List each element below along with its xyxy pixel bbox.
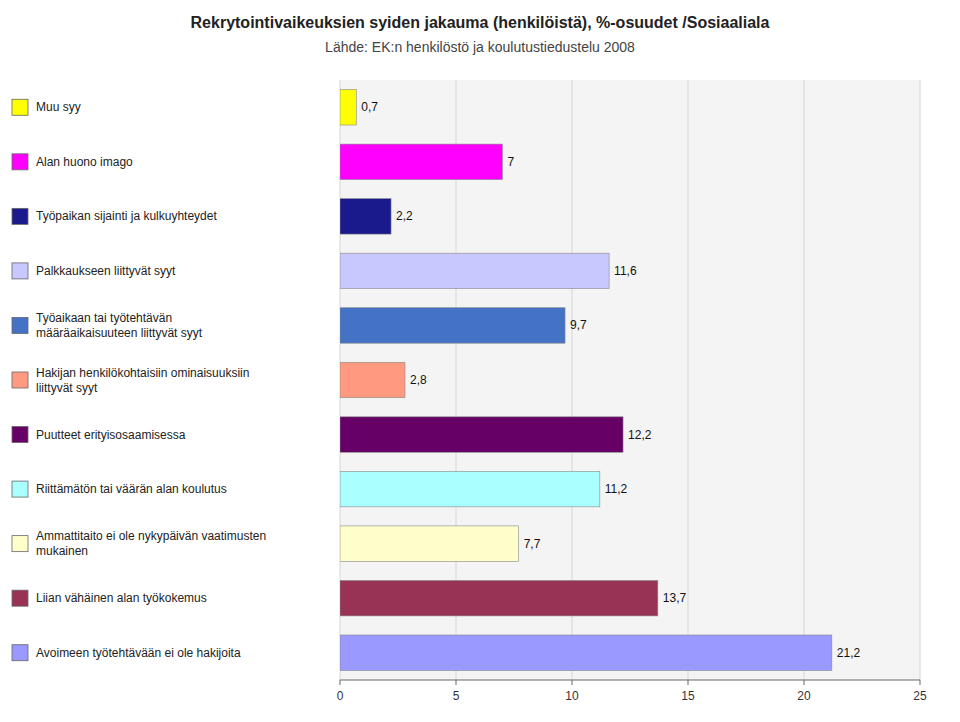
tick-mark bbox=[456, 680, 457, 685]
tick-label: 25 bbox=[913, 689, 927, 703]
data-label: 2,2 bbox=[396, 209, 413, 223]
chart: Rekrytointivaikeuksien syiden jakauma (h… bbox=[0, 0, 960, 722]
tick-mark bbox=[804, 680, 805, 685]
data-label: 11,2 bbox=[605, 482, 628, 496]
bar bbox=[340, 90, 356, 125]
data-label: 11,6 bbox=[614, 264, 637, 278]
bar bbox=[340, 199, 391, 234]
grid-line bbox=[804, 80, 805, 680]
legend-swatch bbox=[12, 263, 28, 279]
grid bbox=[340, 80, 920, 680]
bars bbox=[340, 90, 832, 671]
tick-label: 5 bbox=[453, 689, 460, 703]
bar bbox=[340, 471, 600, 506]
legend-swatch bbox=[12, 481, 28, 497]
category-label: Ammattitaito ei ole nykypäivän vaatimust… bbox=[36, 529, 266, 558]
data-label: 2,8 bbox=[410, 373, 427, 387]
legend-swatch bbox=[12, 317, 28, 333]
category-legend: Muu syy Alan huono imago Työpaikan sijaint… bbox=[12, 99, 266, 660]
subtitle: Lähde: EK:n henkilöstö ja koulutustiedus… bbox=[325, 39, 635, 55]
axis-line bbox=[340, 680, 920, 681]
legend-swatch bbox=[12, 372, 28, 388]
grid-line bbox=[688, 80, 689, 680]
legend-swatch bbox=[12, 208, 28, 224]
category-label: Muu syy bbox=[36, 100, 81, 114]
bar bbox=[340, 362, 405, 397]
bar bbox=[340, 253, 609, 288]
data-labels: 0,7 7 2,2 11,6 9,7 2,8 12,2 11,2 7,7 13,7 21,2 bbox=[361, 100, 860, 659]
category-label: Työaikaan tai työtehtävänmääräaikaisuute… bbox=[36, 311, 203, 340]
bar bbox=[340, 144, 502, 179]
bar bbox=[340, 580, 658, 615]
bar bbox=[340, 526, 519, 561]
tick-label: 15 bbox=[681, 689, 695, 703]
title: Rekrytointivaikeuksien syiden jakauma (h… bbox=[191, 14, 770, 31]
bar bbox=[340, 635, 832, 670]
data-label: 0,7 bbox=[361, 100, 378, 114]
data-label: 9,7 bbox=[570, 318, 587, 332]
plot-background bbox=[340, 80, 920, 680]
data-label: 7 bbox=[507, 155, 514, 169]
legend-swatch bbox=[12, 154, 28, 170]
tick-label: 10 bbox=[565, 689, 579, 703]
category-label: Riittämätön tai väärän alan koulutus bbox=[36, 482, 227, 496]
tick-mark bbox=[688, 680, 689, 685]
legend-swatch bbox=[12, 99, 28, 115]
grid-line bbox=[920, 80, 921, 680]
bar bbox=[340, 308, 565, 343]
legend-swatch bbox=[12, 427, 28, 443]
data-label: 13,7 bbox=[663, 591, 687, 605]
legend-swatch bbox=[12, 536, 28, 552]
tick-label: 20 bbox=[797, 689, 811, 703]
legend-swatch bbox=[12, 645, 28, 661]
category-label: Hakijan henkilökohtaisiin ominaisuuksiin… bbox=[36, 366, 249, 395]
tick-label: 0 bbox=[337, 689, 344, 703]
bar bbox=[340, 417, 623, 452]
data-label: 21,2 bbox=[837, 646, 861, 660]
tick-mark bbox=[920, 680, 921, 685]
x-axis: 0 5 10 15 20 25 bbox=[337, 680, 927, 703]
category-label: Työpaikan sijainti ja kulkuyhteydet bbox=[36, 209, 217, 223]
tick-mark bbox=[340, 680, 341, 685]
category-label: Alan huono imago bbox=[36, 155, 133, 169]
tick-mark bbox=[572, 680, 573, 685]
category-label: Liian vähäinen alan työkokemus bbox=[36, 591, 207, 605]
data-label: 12,2 bbox=[628, 428, 652, 442]
category-label: Avoimeen työtehtävään ei ole hakijoita bbox=[36, 646, 241, 660]
data-label: 7,7 bbox=[524, 537, 541, 551]
legend-swatch bbox=[12, 590, 28, 606]
category-label: Puutteet erityisosaamisessa bbox=[36, 428, 186, 442]
category-label: Palkkaukseen liittyvät syyt bbox=[36, 264, 176, 278]
